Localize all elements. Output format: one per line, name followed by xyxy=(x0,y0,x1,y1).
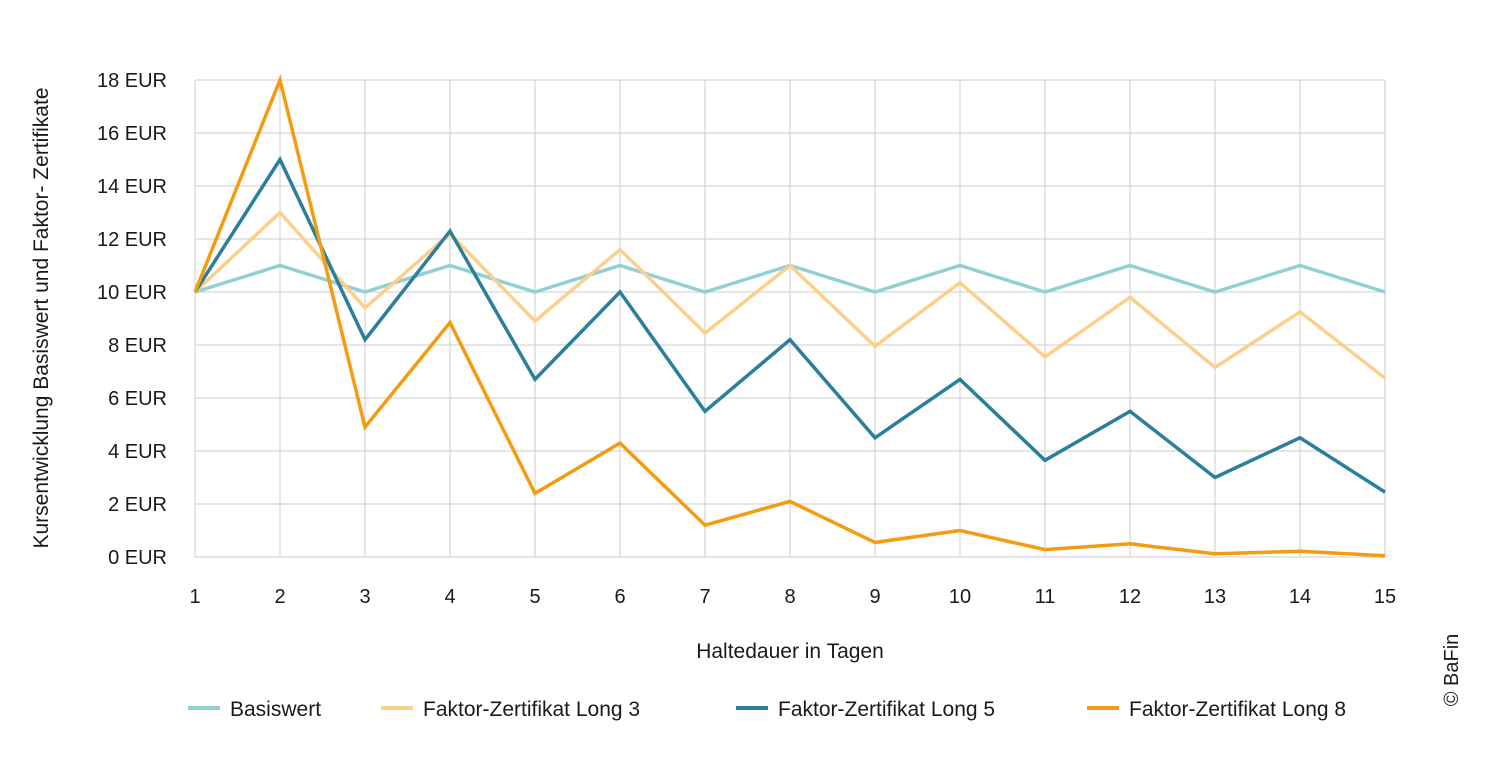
y-tick-label: 6 EUR xyxy=(108,388,167,410)
y-axis-title: Kursentwicklung Basiswert und Faktor- Ze… xyxy=(30,87,53,548)
legend-item: Basiswert xyxy=(188,698,321,721)
x-tick-label: 3 xyxy=(359,586,370,608)
x-tick-label: 8 xyxy=(784,586,795,608)
x-tick-label: 9 xyxy=(869,586,880,608)
x-axis-title: Haltedauer in Tagen xyxy=(696,640,884,663)
series-line-3 xyxy=(193,155,1386,494)
legend-label: Faktor-Zertifikat Long 5 xyxy=(778,698,995,721)
x-tick-label: 14 xyxy=(1289,586,1311,608)
x-axis-ticks: 1 2 3 4 5 6 7 8 9 10 11 12 13 14 15 xyxy=(189,586,1396,608)
legend-label: Faktor-Zertifikat Long 3 xyxy=(423,698,640,721)
x-tick-label: 15 xyxy=(1374,586,1396,608)
x-tick-label: 7 xyxy=(699,586,710,608)
legend-item: Faktor-Zertifikat Long 8 xyxy=(1087,698,1346,721)
x-tick-label: 11 xyxy=(1035,586,1056,608)
y-tick-label: 18 EUR xyxy=(97,70,167,92)
x-tick-label: 6 xyxy=(614,586,625,608)
x-tick-label: 13 xyxy=(1204,586,1226,608)
y-tick-label: 4 EUR xyxy=(108,441,167,463)
y-tick-label: 0 EUR xyxy=(108,547,167,569)
credit-text: © BaFin xyxy=(1441,634,1463,707)
series-line-4 xyxy=(193,74,1386,558)
legend-item: Faktor-Zertifikat Long 3 xyxy=(381,698,640,721)
x-tick-label: 1 xyxy=(189,586,200,608)
x-tick-label: 5 xyxy=(529,586,540,608)
y-tick-label: 10 EUR xyxy=(97,282,167,304)
series-line-2 xyxy=(193,209,1387,380)
legend: Basiswert Faktor-Zertifikat Long 3 Faktor-… xyxy=(188,698,1346,721)
y-tick-label: 16 EUR xyxy=(97,123,167,145)
series-lines xyxy=(193,74,1387,558)
x-tick-label: 10 xyxy=(949,586,971,608)
x-tick-label: 2 xyxy=(274,586,285,608)
y-tick-label: 2 EUR xyxy=(108,494,167,516)
grid xyxy=(194,79,1386,558)
y-tick-label: 14 EUR xyxy=(97,176,167,198)
x-tick-label: 12 xyxy=(1119,586,1141,608)
legend-label: Basiswert xyxy=(230,698,321,721)
y-tick-label: 8 EUR xyxy=(108,335,167,357)
y-tick-label: 12 EUR xyxy=(97,229,167,251)
legend-item: Faktor-Zertifikat Long 5 xyxy=(736,698,995,721)
legend-label: Faktor-Zertifikat Long 8 xyxy=(1129,698,1346,721)
y-axis-ticks: 0 EUR 2 EUR 4 EUR 6 EUR 8 EUR 10 EUR 12 EUR 14 … xyxy=(97,70,167,569)
x-tick-label: 4 xyxy=(444,586,455,608)
